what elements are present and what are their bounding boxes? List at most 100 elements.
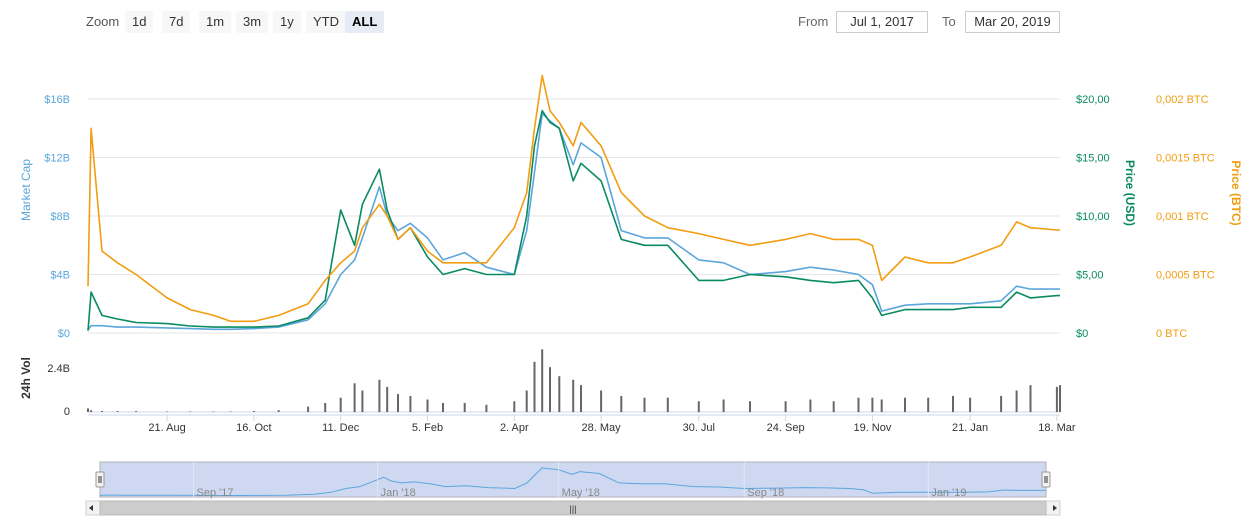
x-tick-label: 30. Jul	[683, 422, 715, 434]
volume-bar	[1059, 385, 1061, 412]
scroll-left-arrow-icon[interactable]	[89, 505, 93, 511]
volume-bar	[952, 395, 954, 412]
scrollbar-grip-icon: |||	[569, 504, 576, 514]
volume-bar	[513, 401, 516, 413]
volume-bar	[927, 397, 930, 412]
volume-bar	[871, 397, 874, 412]
volume-bar	[749, 401, 751, 413]
volume-tick-label: 0	[64, 406, 70, 418]
volume-bar	[229, 411, 232, 412]
volume-bar	[90, 410, 93, 412]
volume-bar	[880, 399, 883, 412]
x-tick-label: 16. Oct	[236, 422, 271, 434]
volume-bar	[397, 394, 399, 412]
from-label: From	[798, 14, 829, 29]
y-tick-label: 0,001 BTC	[1156, 211, 1209, 223]
volume-bar	[1015, 390, 1018, 412]
volume-bars	[87, 349, 1061, 413]
x-tick-label: 18. Mar	[1038, 422, 1076, 434]
volume-bar	[101, 411, 103, 412]
from-date-input[interactable]: Jul 1, 2017	[836, 11, 928, 33]
volume-bar	[485, 404, 488, 412]
navigator-line	[99, 467, 1046, 497]
zoom-1m-button[interactable]: 1m	[199, 11, 232, 33]
zoom-1y-button[interactable]: 1y	[273, 11, 301, 33]
volume-bar	[324, 403, 327, 412]
navigator-label: Sep '18	[747, 487, 784, 499]
y-tick-label: $8B	[50, 211, 70, 223]
x-tick-label: 24. Sep	[767, 422, 805, 434]
x-axis-ticks: 21. Aug 16. Oct 11. Dec 5. Feb 2. Apr 28. May…	[88, 414, 1076, 434]
volume-bar	[832, 401, 835, 413]
x-tick-label: 11. Dec	[322, 422, 360, 434]
x-tick-label: 2. Apr	[500, 422, 529, 434]
volume-bar	[339, 397, 342, 412]
zoom-label: Zoom	[86, 14, 120, 29]
y-tick-label: $15,00	[1076, 153, 1110, 165]
zoom-7d-button[interactable]: 7d	[162, 11, 191, 33]
volume-bar	[525, 390, 528, 412]
navigator-right-handle[interactable]	[1041, 471, 1051, 488]
series-line-price-btc	[87, 74, 1060, 323]
volume-bar	[87, 408, 89, 412]
x-tick-label: 21. Aug	[148, 422, 185, 434]
zoom-ytd-button[interactable]: YTD	[306, 11, 346, 33]
volume-bar	[166, 411, 169, 412]
series-line-price-usd	[87, 109, 1060, 331]
x-tick-label: 21. Jan	[952, 422, 988, 434]
y-tick-label: 0 BTC	[1156, 328, 1187, 340]
volume-bar	[361, 390, 364, 412]
to-label: To	[942, 14, 956, 29]
scrollbar-thumb[interactable]	[99, 500, 1047, 516]
volume-bar	[558, 376, 561, 412]
y-tick-label: 0,0015 BTC	[1156, 153, 1215, 165]
volume-bar	[442, 403, 444, 412]
volume-bar	[386, 386, 389, 412]
gridlines	[88, 98, 1060, 334]
navigator-label: Jan '19	[931, 487, 966, 499]
y-tick-label: $0	[1076, 328, 1088, 340]
volume-bar	[600, 390, 603, 412]
volume-bar	[904, 397, 906, 412]
zoom-3m-button[interactable]: 3m	[236, 11, 269, 33]
x-tick-label: 5. Feb	[412, 422, 443, 434]
volume-bar	[643, 397, 646, 412]
scroll-right-arrow-icon[interactable]	[1053, 505, 1057, 511]
volume-bar	[572, 379, 575, 413]
volume-bar	[620, 395, 623, 412]
volume-bar	[277, 410, 280, 412]
volume-bar	[212, 411, 215, 412]
y-tick-label: $0	[58, 328, 70, 340]
series-line-market-cap	[87, 112, 1060, 331]
y-tick-label: $4B	[50, 270, 70, 282]
to-date-input[interactable]: Mar 20, 2019	[965, 11, 1060, 33]
market-cap-axis-title: Market Cap	[19, 159, 33, 221]
navigator: Sep '17 Jan '18 May '18 Sep '18 Jan '19 |||	[85, 461, 1061, 516]
volume-bar	[1055, 386, 1058, 412]
axes: $0 $4B $8B $12B $16B $0 $5,00 $10,00 $15,00 $20,0…	[19, 94, 1243, 418]
volume-bar	[378, 379, 381, 413]
volume-bar	[1029, 385, 1032, 412]
y-tick-label: $10,00	[1076, 211, 1110, 223]
series-group	[87, 74, 1060, 331]
volume-bar	[533, 361, 536, 412]
price-usd-axis-title: Price (USD)	[1123, 160, 1137, 226]
navigator-label: Sep '17	[197, 487, 234, 499]
volume-bar	[189, 411, 192, 412]
navigator-label: May '18	[562, 487, 600, 499]
volume-bar	[784, 401, 787, 413]
volume-bar	[116, 411, 119, 412]
navigator-left-handle[interactable]	[95, 471, 105, 488]
volume-bar	[666, 397, 669, 412]
volume-bar	[541, 349, 544, 412]
zoom-all-button[interactable]: ALL	[345, 11, 385, 33]
x-tick-label: 19. Nov	[853, 422, 891, 434]
volume-bar	[809, 399, 812, 412]
navigator-selection[interactable]	[100, 462, 1046, 497]
zoom-1d-button[interactable]: 1d	[125, 11, 154, 33]
y-tick-label: $12B	[44, 153, 70, 165]
volume-bar	[722, 399, 725, 412]
volume-axis-title: 24h Vol	[19, 357, 33, 399]
volume-bar	[463, 403, 466, 412]
